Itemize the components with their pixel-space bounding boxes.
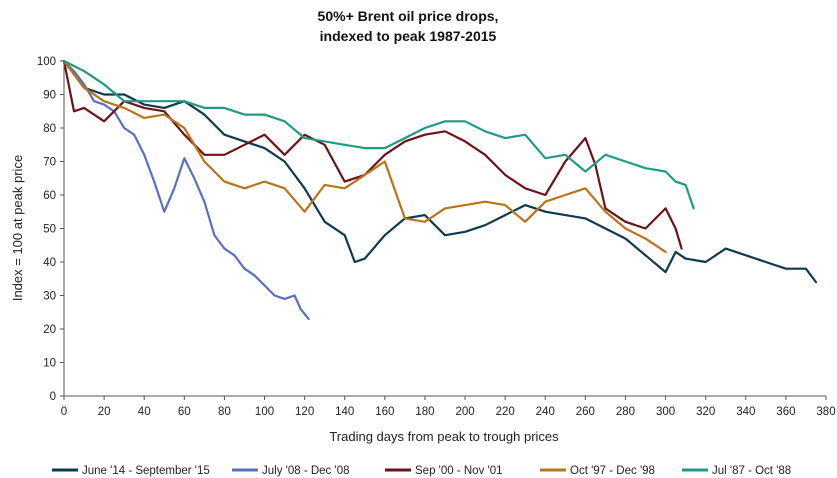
plot-area: [62, 59, 818, 320]
x-tick-label: 0: [61, 406, 67, 418]
x-tick-label: 340: [736, 406, 755, 418]
x-tick-label: 40: [138, 406, 151, 418]
legend-label-3: Oct '97 - Dec '98: [570, 465, 655, 477]
y-tick-label: 10: [43, 358, 56, 370]
x-tick-label: 100: [255, 406, 274, 418]
x-tick-label: 360: [776, 406, 795, 418]
x-axis-label: Trading days from peak to trough prices: [329, 429, 559, 444]
legend-label-2: Sep '00 - Nov '01: [415, 465, 503, 477]
x-tick-label: 240: [536, 406, 555, 418]
x-tick-label: 380: [816, 406, 835, 418]
x-tick-label: 140: [335, 406, 354, 418]
y-tick-label: 0: [50, 391, 56, 403]
legend-label-0: June '14 - September '15: [82, 465, 210, 477]
y-tick-label: 20: [43, 324, 56, 336]
y-tick-label: 60: [43, 190, 56, 202]
y-tick-label: 100: [37, 56, 56, 68]
x-tick-label: 180: [415, 406, 434, 418]
x-tick-label: 80: [218, 406, 231, 418]
x-tick-label: 320: [696, 406, 715, 418]
y-tick-label: 90: [43, 90, 56, 102]
series-line-0: [62, 59, 818, 284]
series-line-1: [62, 59, 310, 320]
x-tick-label: 220: [496, 406, 515, 418]
legend-label-4: Jul '87 - Oct '88: [712, 465, 791, 477]
x-tick-label: 20: [98, 406, 111, 418]
y-tick-label: 30: [43, 291, 56, 303]
x-tick-label: 60: [178, 406, 191, 418]
legend: June '14 - September '15 July '08 - Dec '…: [52, 465, 791, 477]
series-line-4: [62, 59, 695, 210]
y-tick-label: 70: [43, 157, 56, 169]
chart-title-line1: 50%+ Brent oil price drops,: [318, 8, 499, 24]
y-tick-label: 80: [43, 123, 56, 135]
x-tick-label: 200: [455, 406, 474, 418]
legend-label-1: July '08 - Dec '08: [262, 465, 350, 477]
x-tick-label: 300: [656, 406, 675, 418]
x-tick-label: 260: [576, 406, 595, 418]
y-tick-label: 50: [43, 224, 56, 236]
y-tick-label: 40: [43, 257, 56, 269]
x-tick-label: 120: [295, 406, 314, 418]
x-axis-ticks: 0 20 40 60 80 100 120 140 160 180 200 220 240 260 280 3…: [61, 396, 836, 418]
y-axis-ticks: 0 10 20 30 40 50 60 70 80 90 100: [37, 56, 64, 403]
chart-title-line2: indexed to peak 1987-2015: [320, 28, 497, 44]
series-line-3: [62, 59, 667, 253]
x-tick-label: 280: [616, 406, 635, 418]
y-axis-label: Index = 100 at peak price: [10, 155, 25, 301]
x-tick-label: 160: [375, 406, 394, 418]
series-line-2: [62, 59, 683, 250]
